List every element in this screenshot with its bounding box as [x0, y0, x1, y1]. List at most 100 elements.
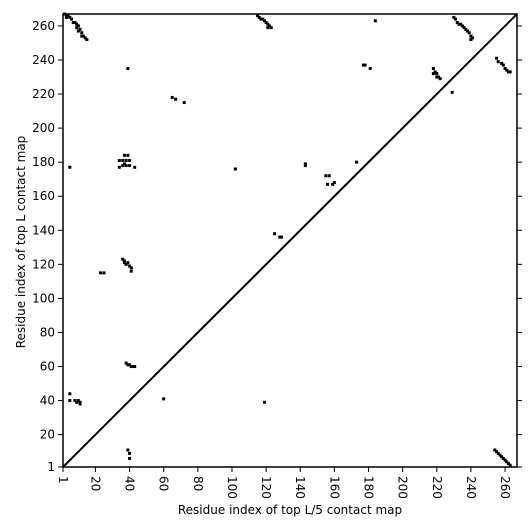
contact-point	[368, 66, 372, 70]
contact-point	[73, 21, 77, 25]
contact-point	[174, 97, 178, 101]
contact-point	[327, 174, 331, 178]
x-tick-label: 80	[191, 476, 205, 491]
contact-point	[506, 70, 510, 74]
contact-point	[431, 72, 435, 76]
x-tick-label: 260	[498, 476, 512, 499]
y-tick-label: 260	[32, 19, 55, 33]
contact-point	[76, 29, 80, 33]
y-tick-label: 100	[32, 291, 55, 305]
contact-point	[122, 153, 126, 157]
contact-point	[122, 259, 126, 263]
contact-point	[503, 458, 507, 462]
contact-point	[128, 363, 132, 367]
contact-point	[170, 95, 174, 99]
contact-point	[68, 392, 72, 396]
y-tick-label: 200	[32, 121, 55, 135]
x-tick-label: 140	[293, 476, 307, 499]
contact-point	[496, 60, 500, 64]
x-tick-label: 1	[56, 476, 70, 484]
contact-point	[435, 75, 439, 79]
contact-point	[117, 165, 121, 169]
y-tick-label: 40	[40, 394, 55, 408]
y-tick-label: 60	[40, 360, 55, 374]
contact-point	[467, 31, 471, 35]
contact-point	[498, 453, 502, 457]
contact-point	[128, 451, 132, 455]
contact-point	[495, 56, 499, 60]
x-tick-label: 40	[123, 476, 137, 491]
contact-point	[73, 399, 77, 403]
contact-point	[122, 261, 126, 265]
contact-point	[128, 164, 132, 168]
contact-point	[278, 235, 282, 239]
x-tick-label: 180	[362, 476, 376, 499]
plot-frame	[62, 13, 518, 468]
contact-point	[80, 34, 84, 38]
contact-point	[261, 17, 265, 21]
contact-point	[433, 70, 437, 74]
contact-point	[75, 400, 79, 404]
contact-point	[462, 26, 466, 30]
contact-point	[493, 448, 497, 452]
contact-point	[469, 34, 473, 38]
contact-point	[129, 269, 133, 273]
contact-point	[83, 36, 87, 40]
contact-point	[361, 63, 365, 67]
contact-point	[76, 24, 80, 28]
x-tick-label: 240	[464, 476, 478, 499]
y-tick-label: 80	[40, 325, 55, 339]
contact-point	[269, 26, 273, 30]
x-tick-label: 100	[225, 476, 239, 499]
contact-point	[503, 66, 507, 70]
contact-point	[124, 164, 128, 168]
contact-point	[80, 31, 84, 35]
contact-point	[121, 257, 125, 261]
contact-point	[121, 164, 125, 168]
y-tick-label: 1	[47, 460, 55, 474]
contact-point	[133, 165, 137, 169]
contact-point	[469, 38, 473, 42]
contact-point	[495, 450, 499, 454]
contact-point	[452, 15, 456, 19]
contact-point	[262, 400, 266, 404]
contact-point	[303, 164, 307, 168]
contact-point	[76, 399, 80, 403]
contact-point	[268, 24, 272, 28]
x-tick-label: 220	[430, 476, 444, 499]
y-tick-label: 120	[32, 257, 55, 271]
contact-point	[68, 165, 72, 169]
contact-point	[64, 15, 68, 19]
contact-point	[256, 14, 260, 18]
contact-point	[66, 14, 70, 18]
contact-point	[506, 462, 510, 466]
contact-point	[464, 27, 468, 31]
contact-point	[273, 232, 277, 236]
y-tick-label: 180	[32, 155, 55, 169]
contact-point	[508, 70, 512, 74]
y-tick-label: 240	[32, 53, 55, 67]
contact-point	[496, 451, 500, 455]
contact-point	[133, 365, 137, 369]
contact-point	[71, 21, 75, 25]
contact-point	[303, 162, 307, 166]
contact-point	[126, 363, 130, 367]
contact-point	[182, 101, 186, 105]
contact-point	[500, 61, 504, 65]
y-tick-label: 140	[32, 223, 55, 237]
contact-point	[454, 17, 458, 21]
contact-point	[435, 72, 439, 76]
contact-point	[124, 262, 128, 266]
contact-point	[355, 160, 359, 164]
contact-point	[126, 261, 130, 265]
contact-point	[501, 63, 505, 67]
contact-point	[457, 22, 461, 26]
contact-point	[363, 63, 367, 67]
contact-point	[438, 77, 442, 81]
contact-point	[121, 158, 125, 162]
contact-point	[500, 455, 504, 459]
contact-point	[75, 26, 79, 30]
contact-point	[126, 153, 130, 157]
contact-point	[78, 27, 82, 31]
